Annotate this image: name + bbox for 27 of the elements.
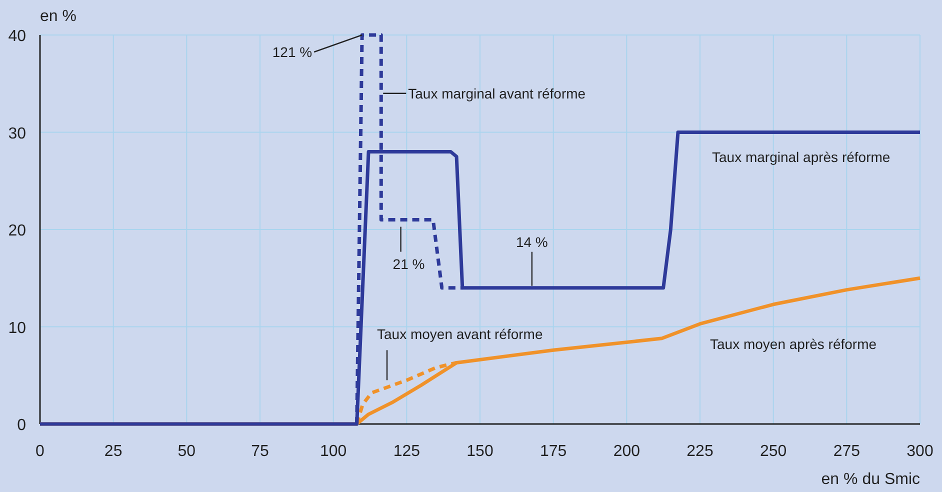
x-tick-label: 175 (540, 443, 567, 460)
x-tick-label: 300 (906, 443, 934, 460)
x-tick-label: 150 (466, 443, 494, 460)
y-tick-label: 10 (8, 320, 26, 337)
y-tick-label: 30 (8, 125, 26, 142)
x-tick-label: 100 (320, 443, 347, 460)
annotation: Taux moyen avant réforme (377, 326, 543, 342)
x-tick-label: 75 (251, 443, 269, 460)
y-tick-label: 20 (8, 222, 26, 240)
x-tick-label: 125 (393, 443, 420, 460)
x-tick-label: 25 (104, 443, 122, 460)
x-tick-label: 225 (686, 443, 714, 460)
y-axis-title: en % (40, 8, 76, 25)
y-tick-label: 40 (8, 28, 26, 45)
x-tick-label: 200 (613, 443, 640, 460)
x-tick-label: 250 (760, 443, 787, 460)
annotation: 14 % (516, 234, 548, 250)
annotation: 21 % (392, 256, 425, 272)
annotation: Taux moyen après réforme (710, 336, 877, 352)
x-axis-title: en % du Smic (821, 471, 920, 488)
x-tick-label: 0 (36, 443, 45, 460)
annotation: Taux marginal avant réforme (408, 85, 586, 102)
annotation: Taux marginal après réforme (712, 149, 890, 165)
annotation: 121 % (272, 44, 312, 60)
x-tick-label: 50 (178, 443, 196, 460)
y-tick-label: 0 (17, 417, 26, 434)
x-tick-label: 275 (833, 443, 860, 460)
